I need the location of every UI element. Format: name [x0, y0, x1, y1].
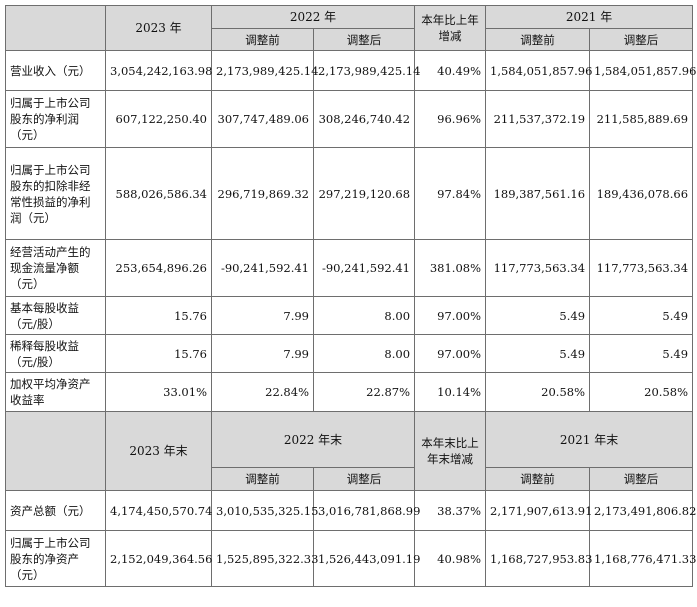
- cell-value: 3,054,242,163.98: [105, 50, 212, 91]
- header-2022-after: 调整后: [312, 28, 416, 51]
- row-label-operating-cash-flow: 经营活动产生的现金流量净额（元）: [5, 239, 106, 297]
- financial-table-container: 2023 年 2022 年 本年比上年增减 2021 年 调整前 调整后 调整前…: [5, 5, 696, 587]
- cell-value: 1,584,051,857.96: [589, 50, 696, 91]
- cell-value: 7.99: [211, 334, 314, 373]
- cell-value: 1,168,776,471.33: [589, 530, 696, 587]
- cell-value: 297,219,120.68: [312, 147, 416, 240]
- cell-value: 33.01%: [105, 372, 212, 412]
- cell-value: 117,773,563.34: [485, 239, 591, 297]
- header-yoy-end-change: 本年末比上年末增减: [414, 411, 487, 491]
- cell-value: 3,010,535,325.15: [211, 490, 318, 531]
- row-label-net-assets: 归属于上市公司股东的净资产（元）: [5, 530, 106, 587]
- row-label-diluted-eps: 稀释每股收益（元/股）: [5, 334, 106, 373]
- cell-value: 15.76: [105, 296, 212, 335]
- cell-value: 117,773,563.34: [589, 239, 694, 297]
- header-corner-cell: [5, 5, 106, 51]
- cell-value: 189,436,078.66: [589, 147, 694, 240]
- financial-summary-table: 2023 年 2022 年 本年比上年增减 2021 年 调整前 调整后 调整前…: [5, 5, 696, 587]
- cell-value: 607,122,250.40: [105, 90, 212, 148]
- row-label-net-profit: 归属于上市公司股东的净利润（元）: [5, 90, 106, 148]
- cell-value: 211,585,889.69: [589, 90, 694, 148]
- cell-value: 2,152,049,364.56: [105, 530, 212, 587]
- table-row: 基本每股收益（元/股） 15.76 7.99 8.00 97.00% 5.49 …: [5, 296, 694, 335]
- cell-change: 381.08%: [414, 239, 487, 297]
- header-2022-end-after: 调整后: [312, 467, 416, 491]
- header-2021: 2021 年: [485, 5, 694, 29]
- cell-value: 2,173,491,806.82: [589, 490, 696, 531]
- cell-value: 22.87%: [312, 372, 416, 412]
- cell-value: 2,173,989,425.14: [211, 50, 318, 91]
- cell-change: 38.37%: [414, 490, 487, 531]
- table-row: 归属于上市公司股东的净利润（元） 607,122,250.40 307,747,…: [5, 90, 694, 148]
- row-label-basic-eps: 基本每股收益（元/股）: [5, 296, 106, 335]
- header-2022: 2022 年: [210, 5, 416, 29]
- cell-value: 211,537,372.19: [485, 90, 591, 148]
- cell-value: 4,174,450,570.74: [105, 490, 212, 531]
- cell-value: 189,387,561.16: [485, 147, 591, 240]
- row-label-total-assets: 资产总额（元）: [5, 490, 106, 531]
- cell-value: 1,584,051,857.96: [485, 50, 592, 91]
- cell-value: -90,241,592.41: [211, 239, 314, 297]
- header-2023-end: 2023 年末: [105, 411, 212, 491]
- table-row: 资产总额（元） 4,174,450,570.74 3,010,535,325.1…: [5, 490, 696, 531]
- cell-value: 2,173,989,425.14: [312, 50, 420, 91]
- header-2021-end: 2021 年末: [485, 411, 694, 468]
- cell-change: 96.96%: [414, 90, 487, 148]
- table-row: 稀释每股收益（元/股） 15.76 7.99 8.00 97.00% 5.49 …: [5, 334, 694, 373]
- cell-value: 20.58%: [589, 372, 694, 412]
- header-yoy-change: 本年比上年增减: [414, 5, 487, 51]
- cell-value: 5.49: [485, 296, 591, 335]
- cell-change: 40.49%: [414, 50, 487, 91]
- cell-value: 15.76: [105, 334, 212, 373]
- cell-change: 40.98%: [414, 530, 487, 587]
- header-2021-before: 调整前: [485, 28, 591, 51]
- cell-change: 10.14%: [414, 372, 487, 412]
- cell-value: 2,171,907,613.91: [485, 490, 592, 531]
- cell-value: 1,526,443,091.19: [312, 530, 420, 587]
- row-label-deducted-net-profit: 归属于上市公司股东的扣除非经常性损益的净利润（元）: [5, 147, 106, 240]
- header-2022-before: 调整前: [211, 28, 314, 51]
- table-row: 归属于上市公司股东的净资产（元） 2,152,049,364.56 1,525,…: [5, 530, 696, 587]
- cell-value: 7.99: [211, 296, 314, 335]
- cell-value: 8.00: [312, 296, 416, 335]
- cell-value: 22.84%: [211, 372, 314, 412]
- cell-value: 5.49: [589, 334, 694, 373]
- cell-value: 307,747,489.06: [211, 90, 314, 148]
- cell-value: 3,016,781,868.99: [312, 490, 420, 531]
- cell-value: 1,168,727,953.83: [485, 530, 592, 587]
- cell-value: 5.49: [589, 296, 694, 335]
- header-corner-cell: [5, 411, 106, 491]
- cell-value: 253,654,896.26: [105, 239, 212, 297]
- table-row: 营业收入（元） 3,054,242,163.98 2,173,989,425.1…: [5, 50, 696, 91]
- table-row: 经营活动产生的现金流量净额（元） 253,654,896.26 -90,241,…: [5, 239, 694, 297]
- row-label-weighted-roe: 加权平均净资产收益率: [5, 372, 106, 412]
- table-row: 加权平均净资产收益率 33.01% 22.84% 22.87% 10.14% 2…: [5, 372, 694, 412]
- cell-value: -90,241,592.41: [312, 239, 416, 297]
- cell-change: 97.84%: [414, 147, 487, 240]
- cell-value: 8.00: [312, 334, 416, 373]
- cell-value: 5.49: [485, 334, 591, 373]
- header-2021-after: 调整后: [589, 28, 694, 51]
- cell-change: 97.00%: [414, 296, 487, 335]
- cell-value: 308,246,740.42: [312, 90, 416, 148]
- cell-value: 296,719,869.32: [211, 147, 314, 240]
- header-2023: 2023 年: [105, 5, 212, 51]
- table-row: 归属于上市公司股东的扣除非经常性损益的净利润（元） 588,026,586.34…: [5, 147, 694, 240]
- header-2021-end-before: 调整前: [485, 467, 591, 491]
- header-2022-end: 2022 年末: [210, 411, 416, 468]
- cell-value: 1,525,895,322.33: [211, 530, 318, 587]
- cell-value: 20.58%: [485, 372, 591, 412]
- cell-value: 588,026,586.34: [105, 147, 212, 240]
- row-label-revenue: 营业收入（元）: [5, 50, 106, 91]
- header-2021-end-after: 调整后: [589, 467, 694, 491]
- header-2022-end-before: 调整前: [211, 467, 314, 491]
- cell-change: 97.00%: [414, 334, 487, 373]
